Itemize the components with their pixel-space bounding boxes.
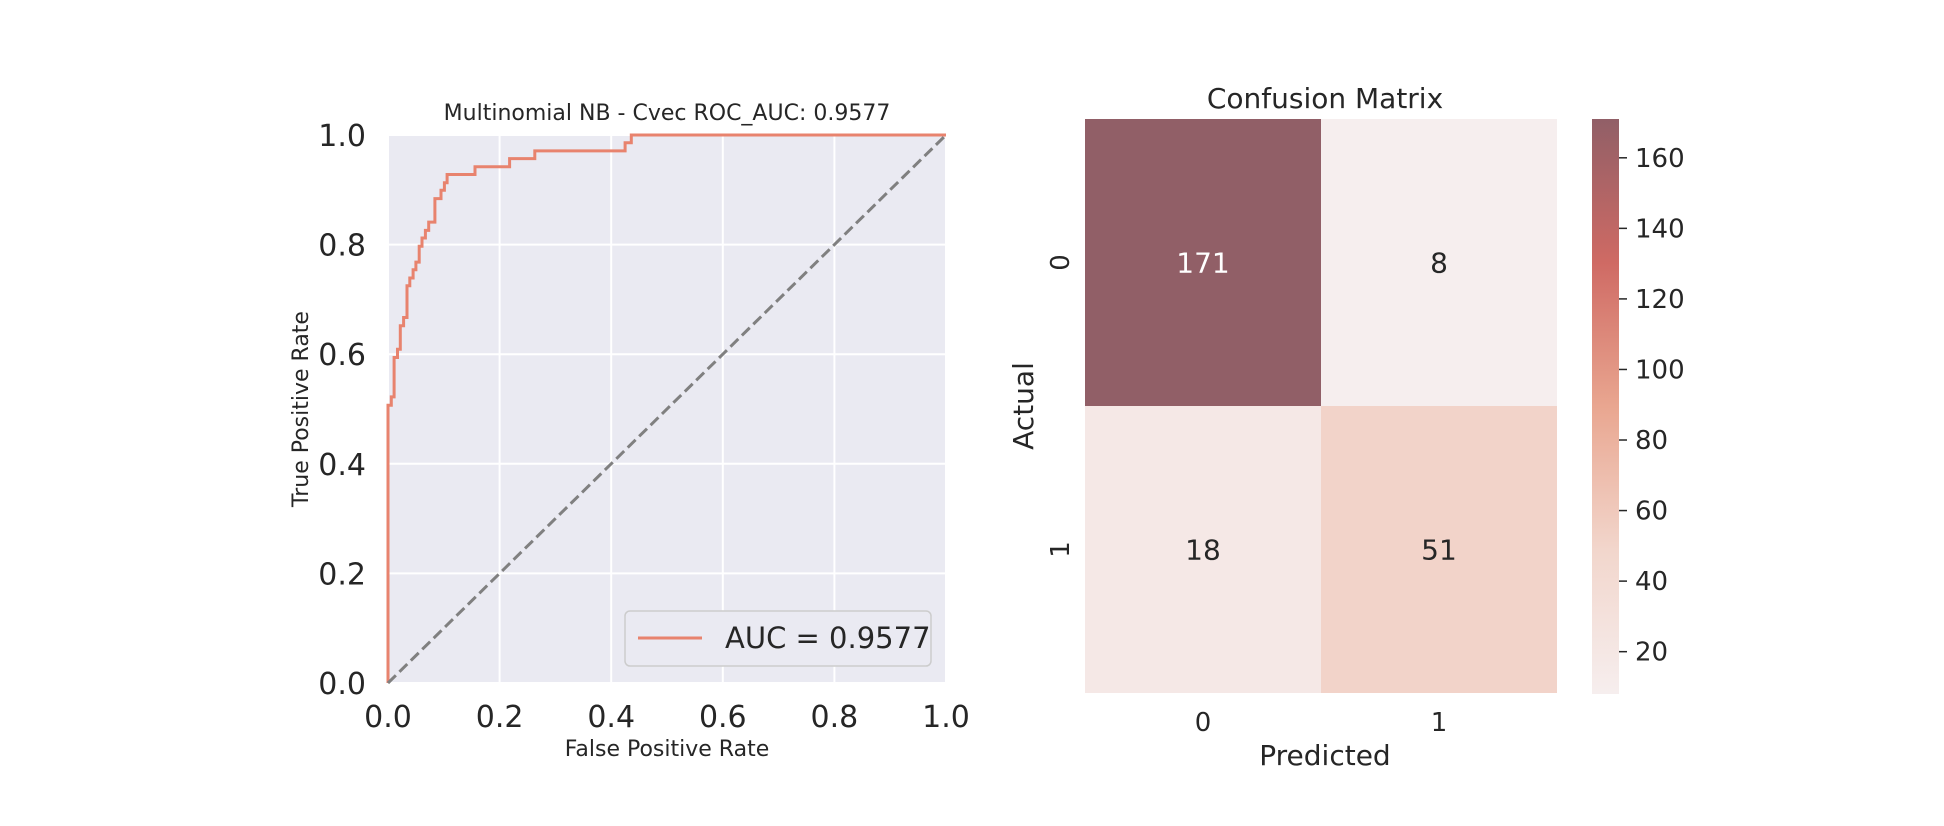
cm-y-axis-label: Actual <box>1007 362 1040 450</box>
roc-x-tick-label: 0.6 <box>699 700 747 735</box>
confusion-matrix-tick-labels: 0 1 0 1 <box>1046 254 1447 738</box>
roc-lines <box>386 133 948 685</box>
roc-y-tick-label: 0.6 <box>318 338 366 373</box>
colorbar-tick-label: 100 <box>1635 355 1685 385</box>
roc-x-tick-labels: 0.0 0.2 0.4 0.6 0.8 1.0 <box>364 700 970 735</box>
confusion-matrix-cell <box>1321 119 1557 406</box>
colorbar-tick-label: 40 <box>1635 567 1668 597</box>
roc-x-axis-label: False Positive Rate <box>565 737 769 762</box>
roc-x-tick-label: 0.4 <box>587 700 635 735</box>
roc-x-tick-label: 1.0 <box>922 700 970 735</box>
roc-y-tick-label: 0.4 <box>318 448 366 483</box>
colorbar-tick-label: 140 <box>1635 214 1685 244</box>
colorbar-gradient <box>1592 119 1619 694</box>
confusion-matrix-cell <box>1321 406 1557 693</box>
colorbar-tick-label: 160 <box>1635 144 1685 174</box>
roc-chart: 0.0 0.2 0.4 0.6 0.8 1.0 0.0 0.2 0.4 0.6 0.8 1.0 Mu… <box>289 101 970 762</box>
colorbar-tick-label: 80 <box>1635 426 1668 456</box>
confusion-matrix-value: 171 <box>1176 247 1229 280</box>
confusion-matrix-chart: 171 8 18 51 0 1 0 1 Confusion Matrix Predicted… <box>1007 82 1685 772</box>
confusion-matrix-value: 8 <box>1430 247 1448 280</box>
roc-legend-label: AUC = 0.9577 <box>725 621 931 655</box>
colorbar: 20 40 60 80 100 120 140 160 <box>1592 119 1685 694</box>
roc-y-tick-label: 0.2 <box>318 557 366 592</box>
confusion-matrix-value: 51 <box>1421 534 1457 567</box>
confusion-matrix-cell <box>1085 119 1321 406</box>
roc-gridlines <box>387 134 947 684</box>
colorbar-tick-label: 60 <box>1635 497 1668 527</box>
roc-y-tick-label: 1.0 <box>318 119 366 154</box>
confusion-matrix-cell <box>1085 406 1321 693</box>
roc-x-tick-label: 0.2 <box>476 700 524 735</box>
cm-title: Confusion Matrix <box>1207 82 1443 115</box>
cm-x-tick-label: 1 <box>1431 708 1448 738</box>
confusion-matrix-cells: 171 8 18 51 <box>1085 119 1557 693</box>
colorbar-ticks: 20 40 60 80 100 120 140 160 <box>1619 144 1685 668</box>
cm-x-tick-label: 0 <box>1195 708 1212 738</box>
colorbar-tick-label: 120 <box>1635 285 1685 315</box>
roc-curve-line <box>386 133 946 683</box>
roc-legend-box <box>624 610 932 667</box>
roc-x-tick-label: 0.8 <box>811 700 859 735</box>
roc-legend: AUC = 0.9577 <box>624 610 932 667</box>
roc-y-tick-label: 0.0 <box>318 667 366 702</box>
roc-y-axis-label: True Positive Rate <box>289 311 314 508</box>
confusion-matrix-value: 18 <box>1185 534 1221 567</box>
roc-x-tick-label: 0.0 <box>364 700 412 735</box>
roc-chance-line <box>386 133 948 685</box>
cm-y-tick-label: 1 <box>1046 541 1076 558</box>
roc-y-tick-label: 0.8 <box>318 229 366 264</box>
cm-x-axis-label: Predicted <box>1259 739 1390 772</box>
roc-title: Multinomial NB - Cvec ROC_AUC: 0.9577 <box>444 101 891 126</box>
roc-y-tick-labels: 0.0 0.2 0.4 0.6 0.8 1.0 <box>318 119 366 702</box>
cm-y-tick-label: 0 <box>1046 254 1076 271</box>
colorbar-tick-label: 20 <box>1635 638 1668 668</box>
